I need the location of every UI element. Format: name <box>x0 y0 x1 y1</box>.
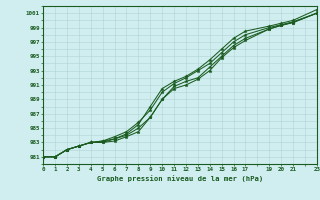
X-axis label: Graphe pression niveau de la mer (hPa): Graphe pression niveau de la mer (hPa) <box>97 175 263 182</box>
